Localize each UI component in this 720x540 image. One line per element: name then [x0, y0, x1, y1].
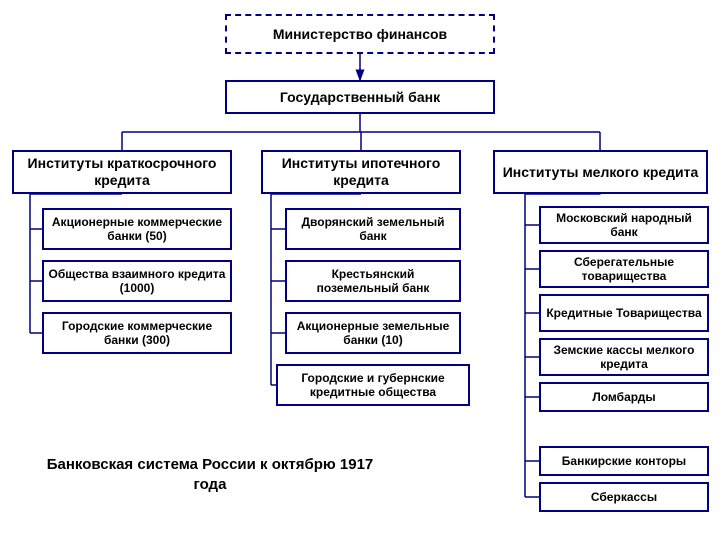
node-c2_1: Дворянский земельный банк [285, 208, 461, 250]
node-statebank: Государственный банк [225, 80, 495, 114]
node-col1_head: Институты краткосрочного кредита [12, 150, 232, 194]
diagram-caption: Банковская система России к октябрю 1917… [40, 455, 380, 494]
node-col2_head: Институты ипотечного кредита [261, 150, 461, 194]
node-c1_1: Акционерные коммерческие банки (50) [42, 208, 232, 250]
node-c3_2: Сберегательные товарищества [539, 250, 709, 288]
node-c2_3: Акционерные земельные банки (10) [285, 312, 461, 354]
node-c1_3: Городские коммерческие банки (300) [42, 312, 232, 354]
node-c1_2: Общества взаимного кредита (1000) [42, 260, 232, 302]
node-c3_3: Кредитные Товарищества [539, 294, 709, 332]
node-c2_2: Крестьянский поземельный банк [285, 260, 461, 302]
node-c3_7: Сберкассы [539, 482, 709, 512]
node-c3_5: Ломбарды [539, 382, 709, 412]
node-ministry: Министерство финансов [225, 14, 495, 54]
node-c3_6: Банкирские конторы [539, 446, 709, 476]
node-c3_4: Земские кассы мелкого кредита [539, 338, 709, 376]
node-c3_1: Московский народный банк [539, 206, 709, 244]
node-col3_head: Институты мелкого кредита [493, 150, 708, 194]
node-c2_4: Городские и губернские кредитные обществ… [276, 364, 470, 406]
